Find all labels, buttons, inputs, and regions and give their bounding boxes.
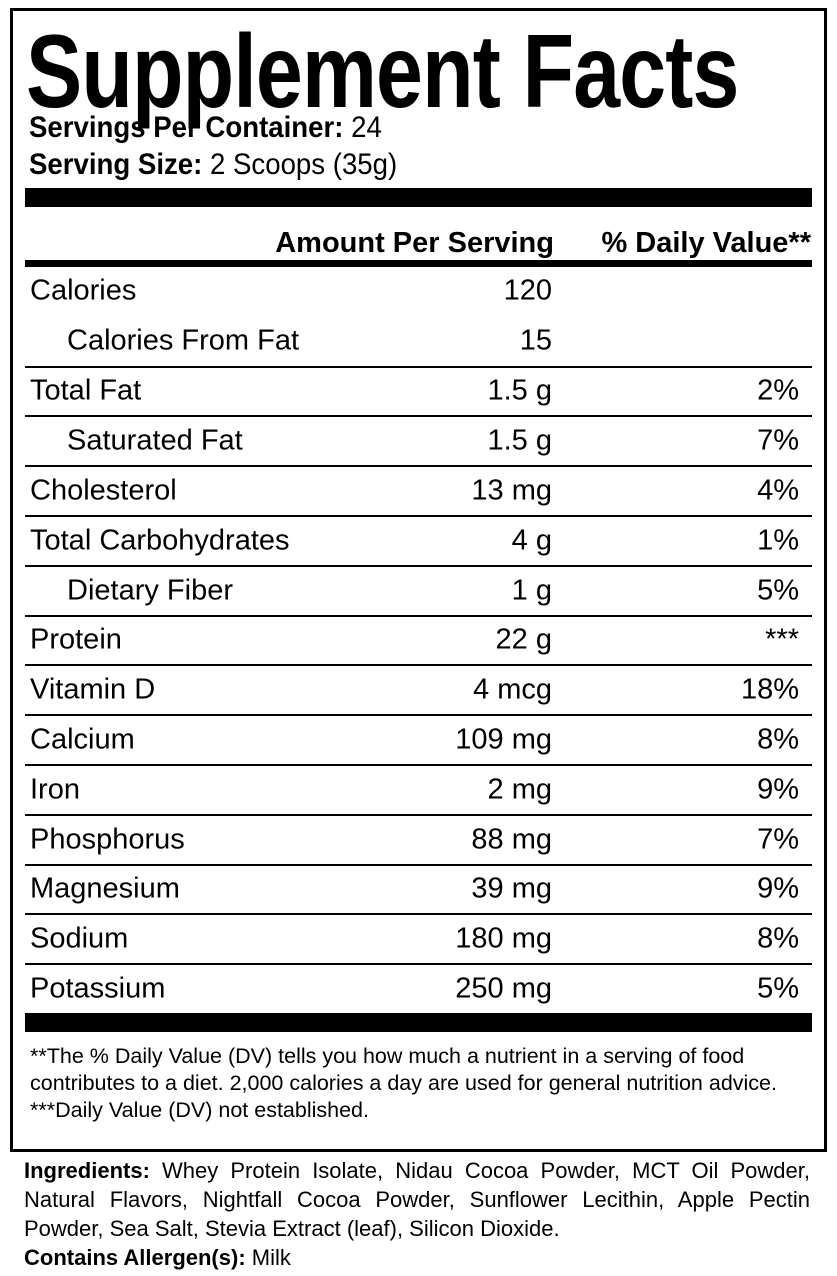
nutrient-amount: 13 mg: [471, 474, 552, 507]
supplement-facts-panel: Supplement Facts Servings Per Container:…: [10, 8, 827, 1152]
column-header: Amount Per Serving % Daily Value**: [25, 221, 812, 265]
nutrient-row: Saturated Fat 1.5 g 7%: [25, 415, 812, 465]
nutrient-row: Sodium 180 mg 8%: [25, 913, 812, 963]
nutrient-name: Dietary Fiber: [67, 574, 233, 607]
nutrient-name: Total Fat: [30, 374, 142, 407]
nutrient-daily-value: 1%: [757, 524, 799, 557]
footnotes: **The % Daily Value (DV) tells you how m…: [30, 1043, 810, 1124]
nutrient-row: Phosphorus 88 mg 7%: [25, 813, 812, 864]
nutrient-name: Calcium: [30, 723, 135, 756]
nutrient-name: Total Carbohydrates: [30, 524, 290, 557]
nutrient-row: Potassium 250 mg 5%: [25, 963, 812, 1013]
nutrient-amount: 4 g: [511, 524, 552, 557]
nutrient-amount: 39 mg: [471, 872, 552, 905]
servings-per-container: Servings Per Container: 24: [29, 111, 382, 145]
daily-value-header: % Daily Value**: [601, 227, 811, 259]
nutrient-name: Vitamin D: [30, 673, 156, 706]
nutrient-name: Magnesium: [30, 872, 180, 905]
nutrient-table: Calories 120 Calories From Fat 15 Total Fat 1…: [25, 266, 812, 1013]
nutrient-row: Cholesterol 13 mg 4%: [25, 465, 812, 515]
nutrient-row: Total Carbohydrates 4 g 1%: [25, 514, 812, 565]
nutrient-amount: 120: [503, 274, 552, 307]
nutrient-daily-value: 8%: [757, 922, 799, 955]
nutrient-daily-value: 2%: [757, 374, 799, 407]
nutrient-amount: 250 mg: [455, 972, 552, 1005]
nutrient-name: Cholesterol: [30, 474, 177, 507]
allergens: Contains Allergen(s): Milk: [24, 1243, 810, 1272]
nutrient-amount: 4 mcg: [473, 673, 552, 706]
nutrient-daily-value: ***: [765, 623, 799, 656]
nutrient-amount: 1.5 g: [487, 424, 553, 457]
nutrient-name: Iron: [30, 773, 80, 806]
nutrient-row: Calories 120: [25, 266, 812, 316]
thick-divider-bottom: [25, 1013, 812, 1032]
serving-size: Serving Size: 2 Scoops (35g): [29, 148, 397, 182]
allergens-text: Milk: [251, 1245, 291, 1270]
servings-per-container-label: Servings Per Container:: [29, 111, 344, 144]
nutrient-name: Sodium: [30, 922, 129, 955]
nutrient-row: Vitamin D 4 mcg 18%: [25, 664, 812, 714]
allergens-label: Contains Allergen(s):: [24, 1245, 246, 1270]
not-established-footnote: ***Daily Value (DV) not established.: [30, 1098, 369, 1122]
panel-title: Supplement Facts: [26, 14, 739, 130]
nutrient-daily-value: 7%: [757, 823, 799, 856]
ingredients-section: Ingredients: Whey Protein Isolate, Nidau…: [24, 1156, 810, 1272]
nutrient-daily-value: 8%: [757, 723, 799, 756]
nutrient-row: Calories From Fat 15: [25, 316, 812, 366]
nutrient-amount: 2 mg: [487, 773, 552, 806]
nutrient-row: Magnesium 39 mg 9%: [25, 863, 812, 914]
nutrient-row: Protein 22 g ***: [25, 614, 812, 665]
nutrient-amount: 88 mg: [471, 823, 552, 856]
servings-per-container-value: 24: [351, 111, 382, 144]
nutrient-row: Calcium 109 mg 8%: [25, 714, 812, 764]
nutrient-daily-value: 5%: [757, 574, 799, 607]
serving-size-label: Serving Size:: [29, 148, 203, 181]
ingredients-text: Whey Protein Isolate, Nidau Cocoa Powder…: [24, 1158, 810, 1241]
amount-header: Amount Per Serving: [275, 227, 554, 259]
thick-divider: [25, 188, 812, 207]
serving-size-value: 2 Scoops (35g): [210, 148, 398, 181]
ingredients-label: Ingredients:: [24, 1158, 150, 1183]
nutrient-name: Saturated Fat: [67, 424, 243, 457]
nutrient-daily-value: 18%: [740, 673, 799, 706]
nutrient-row: Total Fat 1.5 g 2%: [25, 365, 812, 416]
nutrient-amount: 1.5 g: [487, 374, 553, 407]
nutrient-amount: 109 mg: [455, 723, 552, 756]
nutrient-row: Iron 2 mg 9%: [25, 763, 812, 814]
nutrient-daily-value: 7%: [757, 424, 799, 457]
nutrient-daily-value: 9%: [757, 773, 799, 806]
nutrient-name: Calories: [30, 274, 137, 307]
nutrient-daily-value: 4%: [757, 474, 799, 507]
daily-value-footnote: **The % Daily Value (DV) tells you how m…: [30, 1044, 777, 1095]
nutrient-name: Protein: [30, 623, 122, 656]
nutrient-row: Dietary Fiber 1 g 5%: [25, 564, 812, 615]
medium-divider: [25, 260, 812, 267]
nutrient-amount: 180 mg: [455, 922, 552, 955]
nutrient-amount: 15: [519, 324, 552, 357]
nutrient-amount: 1 g: [511, 574, 552, 607]
nutrient-daily-value: 5%: [757, 972, 799, 1005]
ingredients-list: Ingredients: Whey Protein Isolate, Nidau…: [24, 1156, 810, 1243]
nutrient-amount: 22 g: [495, 623, 552, 656]
nutrient-daily-value: 9%: [757, 872, 799, 905]
nutrient-name: Potassium: [30, 972, 166, 1005]
nutrient-name: Calories From Fat: [67, 324, 300, 357]
nutrient-name: Phosphorus: [30, 823, 185, 856]
